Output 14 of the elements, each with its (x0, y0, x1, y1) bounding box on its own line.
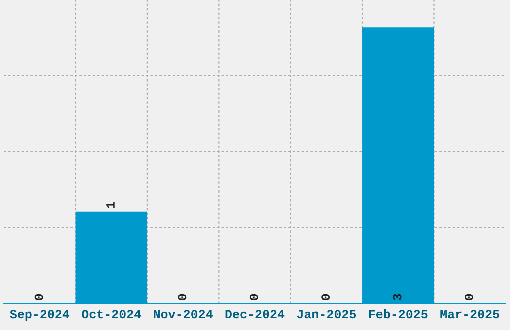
x-tick-label: Mar-2025 (440, 310, 500, 319)
data-label: 1 (106, 202, 115, 208)
data-label: 0 (34, 294, 44, 300)
data-label: 0 (178, 294, 187, 300)
data-label: 0 (322, 294, 330, 300)
x-tick-label: Sep-2024 (10, 310, 70, 322)
x-tick-label: Dec-2024 (226, 310, 285, 319)
data-label: 0 (250, 294, 258, 300)
x-tick-label: Feb-2025 (369, 309, 428, 319)
data-label: 3 (393, 294, 402, 301)
x-tick-label: Jan-2025 (297, 310, 356, 319)
data-label: 0 (464, 294, 474, 300)
x-tick-label: Oct-2024 (82, 310, 142, 319)
x-tick-label: Nov-2024 (154, 310, 213, 319)
